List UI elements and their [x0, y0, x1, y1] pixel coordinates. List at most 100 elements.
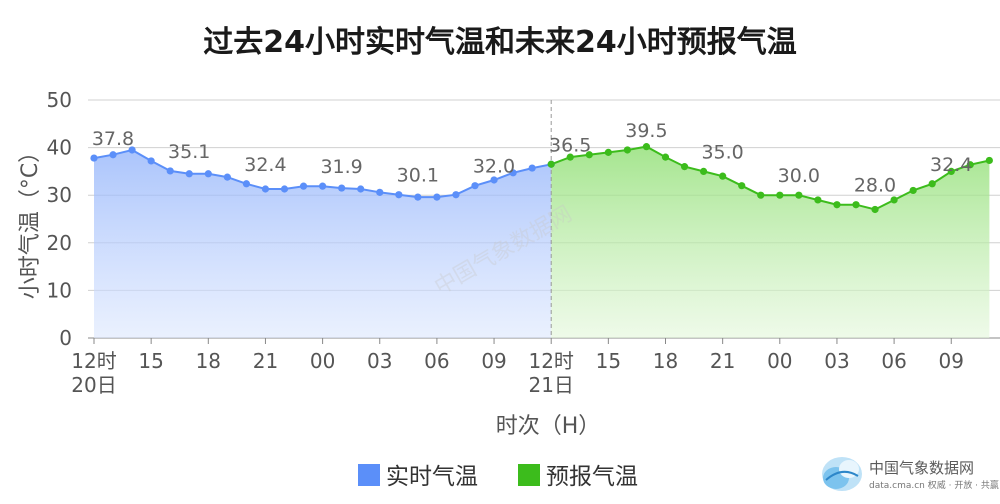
data-point: [147, 157, 155, 165]
data-point: [204, 170, 212, 178]
x-tick-label: 00: [767, 349, 792, 373]
data-point: [795, 191, 803, 199]
y-axis-label: 小时气温（°C）: [18, 141, 43, 299]
series-area-0: [94, 150, 552, 338]
data-label: 32.4: [930, 154, 972, 176]
data-point: [128, 146, 136, 154]
legend-swatch: [518, 464, 540, 486]
brand-tagline: data.cma.cn 权威 · 开放 · 共赢: [869, 479, 999, 491]
x-tick-label: 18: [653, 349, 678, 373]
cloud-logo-icon: [822, 457, 862, 491]
data-point: [261, 185, 270, 193]
legend-label: 实时气温: [386, 464, 478, 490]
x-tick-label: 21: [253, 349, 278, 373]
data-point: [109, 151, 117, 159]
y-tick-label: 20: [47, 231, 72, 255]
data-label: 32.0: [473, 156, 515, 178]
legend: 实时气温 预报气温: [358, 464, 638, 490]
data-point: [757, 191, 765, 199]
data-point: [909, 186, 917, 195]
data-label: 30.1: [397, 165, 439, 187]
y-tick-label: 40: [47, 136, 72, 160]
data-labels: 37.8 35.1 32.4 31.9 30.1 32.0 36.5 39.5 35.0 30.0…: [92, 120, 973, 197]
x-tick-label: 06: [881, 349, 906, 373]
data-point: [338, 184, 346, 192]
data-point: [680, 163, 689, 171]
data-point: [414, 193, 422, 201]
x-tick-date: 20日: [71, 373, 116, 397]
data-point: [90, 154, 98, 162]
data-point: [738, 182, 746, 190]
legend-label: 预报气温: [546, 464, 638, 490]
x-tick-label: 09: [481, 349, 506, 373]
x-tick-label: 12时: [71, 349, 116, 373]
data-point: [452, 191, 460, 199]
data-point: [376, 188, 384, 196]
data-point: [223, 173, 231, 181]
x-tick-label: 18: [196, 349, 221, 373]
y-tick-label: 0: [59, 326, 72, 350]
data-label: 28.0: [854, 175, 896, 197]
data-label: 37.8: [92, 128, 134, 150]
x-tick-label: 15: [596, 349, 621, 373]
data-point: [471, 182, 479, 190]
data-point: [357, 185, 365, 193]
data-point: [985, 156, 993, 165]
x-tick-label: 09: [939, 349, 964, 373]
data-point: [604, 148, 612, 156]
data-point: [623, 146, 632, 154]
x-axis-label: 时次（H）: [496, 414, 601, 439]
data-point: [966, 161, 974, 169]
data-point: [528, 164, 536, 172]
data-point: [719, 172, 727, 180]
data-point: [890, 196, 898, 204]
x-tick-label: 06: [424, 349, 449, 373]
data-point: [395, 191, 403, 199]
data-label: 39.5: [625, 120, 667, 142]
data-point: [242, 180, 250, 188]
data-label: 35.1: [168, 141, 210, 163]
x-tick-label: 00: [310, 349, 335, 373]
x-tick-label: 03: [367, 349, 392, 373]
data-point: [814, 196, 822, 204]
data-point: [642, 143, 651, 151]
data-point: [852, 201, 860, 209]
data-point: [319, 182, 327, 190]
data-point: [928, 180, 936, 188]
data-point: [509, 169, 517, 177]
series-points: [90, 143, 993, 214]
y-tick-label: 10: [47, 278, 72, 302]
brand-name: 中国气象数据网: [869, 459, 974, 477]
x-tick-label: 21: [710, 349, 735, 373]
data-point: [871, 205, 879, 214]
series-area-1: [551, 146, 990, 338]
brand-logo: 中国气象数据网 data.cma.cn 权威 · 开放 · 共赢: [822, 457, 999, 491]
data-point: [700, 167, 708, 175]
data-point: [433, 193, 441, 201]
data-point: [566, 153, 574, 161]
data-point: [776, 191, 784, 199]
data-point: [833, 201, 841, 209]
data-point: [299, 182, 308, 190]
y-tick-label: 50: [47, 88, 72, 112]
x-tick-label: 03: [824, 349, 849, 373]
x-tick-date: 21日: [528, 373, 573, 397]
data-point: [661, 153, 670, 161]
data-point: [166, 167, 174, 175]
data-point: [947, 167, 955, 175]
y-axis-ticks: 0 10 20 30 40 50: [47, 88, 72, 350]
data-label: 35.0: [701, 141, 743, 163]
data-point: [490, 176, 498, 184]
data-label: 36.5: [549, 134, 591, 156]
data-label: 32.4: [244, 154, 286, 176]
x-tick-label: 15: [138, 349, 163, 373]
data-point: [547, 160, 555, 168]
legend-swatch: [358, 464, 380, 486]
data-point: [585, 151, 593, 159]
data-label: 30.0: [778, 165, 820, 187]
data-point: [280, 185, 289, 193]
data-point: [185, 170, 193, 178]
series-areas: [94, 146, 990, 338]
